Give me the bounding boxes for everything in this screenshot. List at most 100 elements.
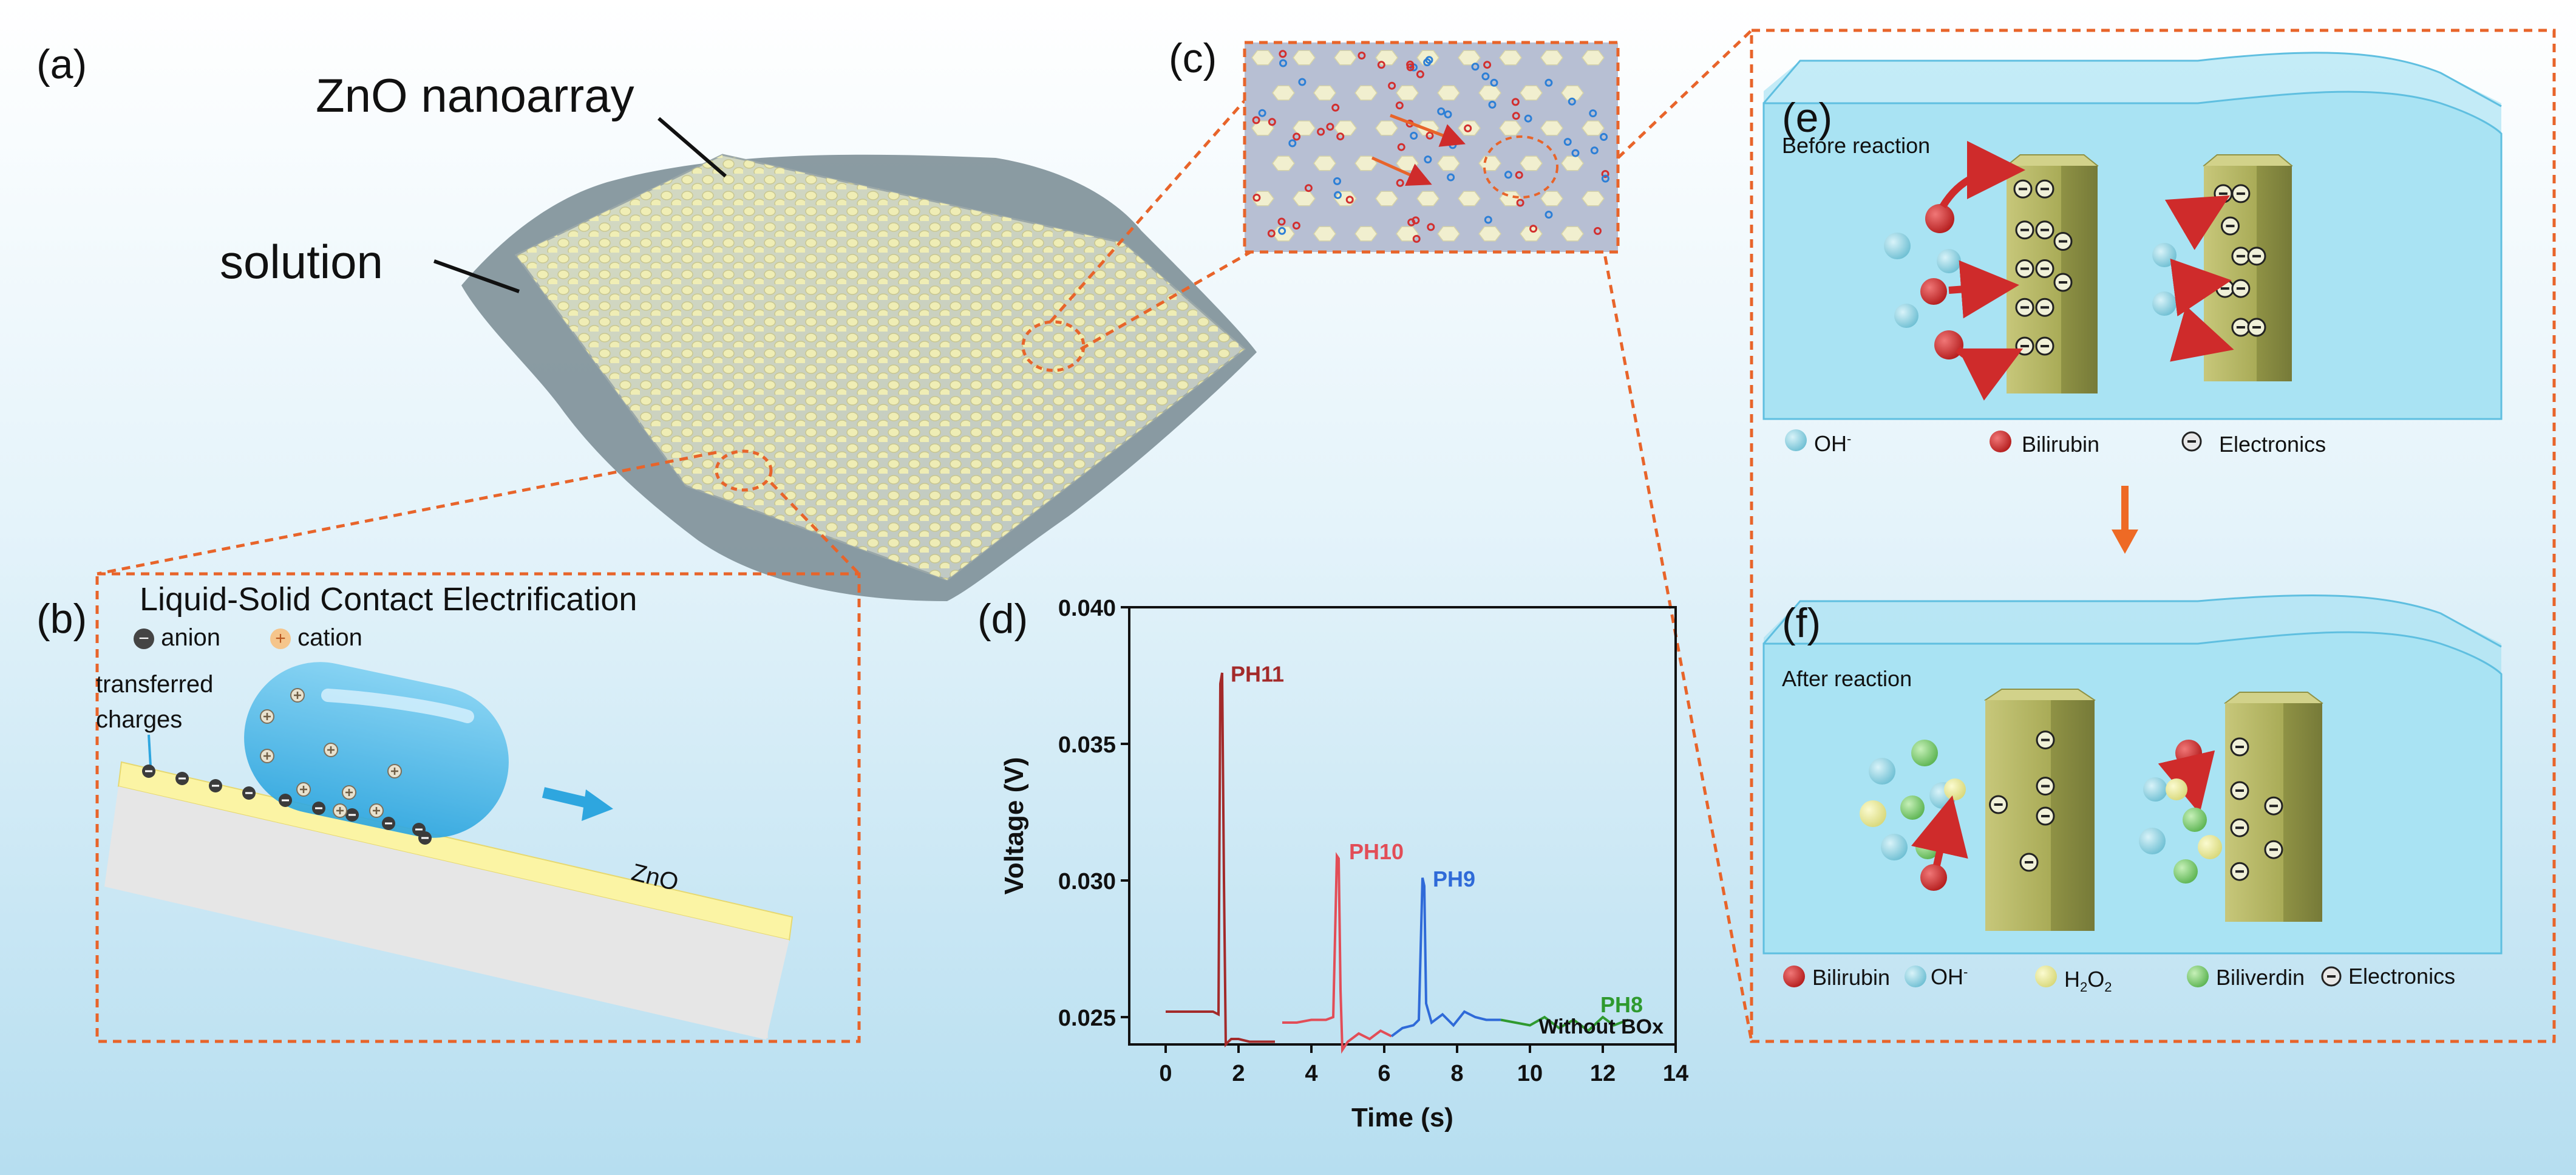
surface-anions <box>142 765 432 845</box>
cation-plus-mark <box>336 807 344 814</box>
hydroxide-dot <box>1298 78 1307 86</box>
hydroxide-dot <box>1410 132 1418 140</box>
nanorod-top <box>1478 226 1501 242</box>
rod-f-left-side <box>2051 700 2095 931</box>
nanorod-top <box>1540 191 1563 206</box>
nanorod-top <box>1293 50 1316 66</box>
transferred-arrow <box>148 734 152 767</box>
y-tick-label: 0.025 <box>1058 1006 1116 1031</box>
bilirubin-dot <box>1317 128 1325 136</box>
hydroxide-dot <box>1545 78 1553 87</box>
bilirubin-dot <box>1594 226 1602 235</box>
cation-plus-mark <box>263 713 271 720</box>
hydroxide-dot <box>1333 177 1341 185</box>
nanorod-top <box>1458 191 1481 206</box>
bilirubin-dot <box>1407 218 1416 226</box>
reaction-arrow-small <box>2158 750 2215 814</box>
x-tick-label: 6 <box>1378 1061 1390 1086</box>
hydroxide-ion <box>1894 304 1918 328</box>
series-label-ph9: PH9 <box>1433 867 1475 891</box>
h2o2-molecule <box>2166 778 2187 800</box>
bilirubin-dot <box>1601 170 1609 178</box>
before-reaction-label: Before reaction <box>1782 133 1931 158</box>
nanorod-top <box>1582 120 1605 136</box>
bilirubin-dot <box>1293 132 1301 141</box>
bilirubin-dot <box>1511 98 1520 106</box>
hydroxide-dot <box>1278 226 1286 235</box>
electron-minus-mark <box>2041 738 2050 741</box>
electron-minus-mark <box>2041 228 2049 231</box>
legend-f-oh: OH- <box>1931 964 1968 989</box>
y-tick-label: 0.030 <box>1058 869 1116 894</box>
hydroxide-dot <box>1524 114 1532 123</box>
anion-minus-mark <box>212 785 219 787</box>
zno-nanoarray-label: ZnO nanoarray <box>316 69 634 122</box>
hydroxide-ion <box>2152 291 2177 316</box>
panel-e-legend-icons <box>1785 429 2202 452</box>
panel-f-rods <box>1984 689 2323 931</box>
nanorod-top <box>1478 155 1501 171</box>
nanorod-top <box>1582 191 1605 206</box>
nanorod-top <box>1561 85 1584 101</box>
hydroxide-dot <box>1484 216 1492 224</box>
electron-minus-mark <box>2020 228 2029 231</box>
cation-plus-mark <box>373 807 380 814</box>
electron-minus-mark <box>2226 225 2235 228</box>
nanorod-top <box>1540 50 1563 66</box>
binding-arrow <box>2164 195 2231 250</box>
panel-c-letter: (c) <box>1169 35 1217 81</box>
bilirubin-dot <box>1336 132 1345 141</box>
bilirubin-dot <box>1396 179 1404 187</box>
solution-label: solution <box>220 235 383 288</box>
nanorod-top <box>1396 226 1419 242</box>
panel-b-title: Liquid-Solid Contact Electrification <box>140 581 637 618</box>
cation-icon: + <box>270 628 291 650</box>
panel-c-zoom <box>1243 41 1620 254</box>
bilirubin-dot <box>1406 60 1415 69</box>
nanorod-top <box>1293 191 1316 206</box>
nanorod-top <box>1458 120 1481 136</box>
bilirubin-dot <box>1331 103 1340 112</box>
cation-legend: + cation <box>270 625 362 650</box>
bilirubin-dot <box>1304 184 1313 192</box>
bilirubin-dot <box>1426 131 1434 140</box>
nanorod-top <box>1272 155 1295 171</box>
bilirubin-dot <box>1416 70 1424 78</box>
bilirubin-molecule <box>1934 330 1963 359</box>
nanorod-top <box>1313 85 1336 101</box>
h2o2-molecule <box>1944 778 1966 800</box>
zno-substrate-body <box>104 786 789 1040</box>
cation-plus-mark <box>391 768 398 775</box>
droplet-cations <box>260 688 402 818</box>
x-tick-label: 8 <box>1450 1061 1463 1086</box>
nanorod-top <box>1354 85 1378 101</box>
hydroxide-dot <box>1563 138 1572 146</box>
nanorod-top <box>1582 50 1605 66</box>
biliverdin-molecule <box>2173 859 2198 884</box>
electron-minus-mark <box>2235 870 2244 873</box>
nanorod-top <box>1375 120 1398 136</box>
rod-f-right-side <box>2283 703 2322 922</box>
electron-minus-mark <box>2252 254 2261 257</box>
bilirubin-dot <box>1529 225 1538 233</box>
panel-f-legend-icons <box>1783 966 2342 987</box>
hydroxide-dot <box>1334 191 1342 199</box>
electron-minus-mark <box>2020 306 2029 309</box>
electron-minus-mark <box>2252 326 2261 329</box>
binding-arrow <box>1955 346 2024 401</box>
nanorod-top <box>1437 226 1460 242</box>
bilirubin-dot <box>1516 199 1524 207</box>
x-tick-label: 10 <box>1517 1061 1543 1086</box>
panel-e-tank <box>1762 52 2503 420</box>
nanorod-top <box>1561 155 1584 171</box>
electron-minus-mark <box>2235 789 2244 792</box>
panel-e-molecules <box>1884 141 2234 401</box>
x-tick-label: 14 <box>1663 1061 1688 1086</box>
bilirubin-dot <box>1267 229 1276 237</box>
series-line-ph11 <box>1166 672 1275 1048</box>
electron-legend-minus <box>2187 440 2196 443</box>
panel-a-letter: (a) <box>36 41 87 87</box>
electron-minus-mark <box>1994 803 2003 806</box>
transferred-line2: charges <box>96 706 183 733</box>
legend-f-h2o2: H2O2 <box>2064 967 2112 995</box>
